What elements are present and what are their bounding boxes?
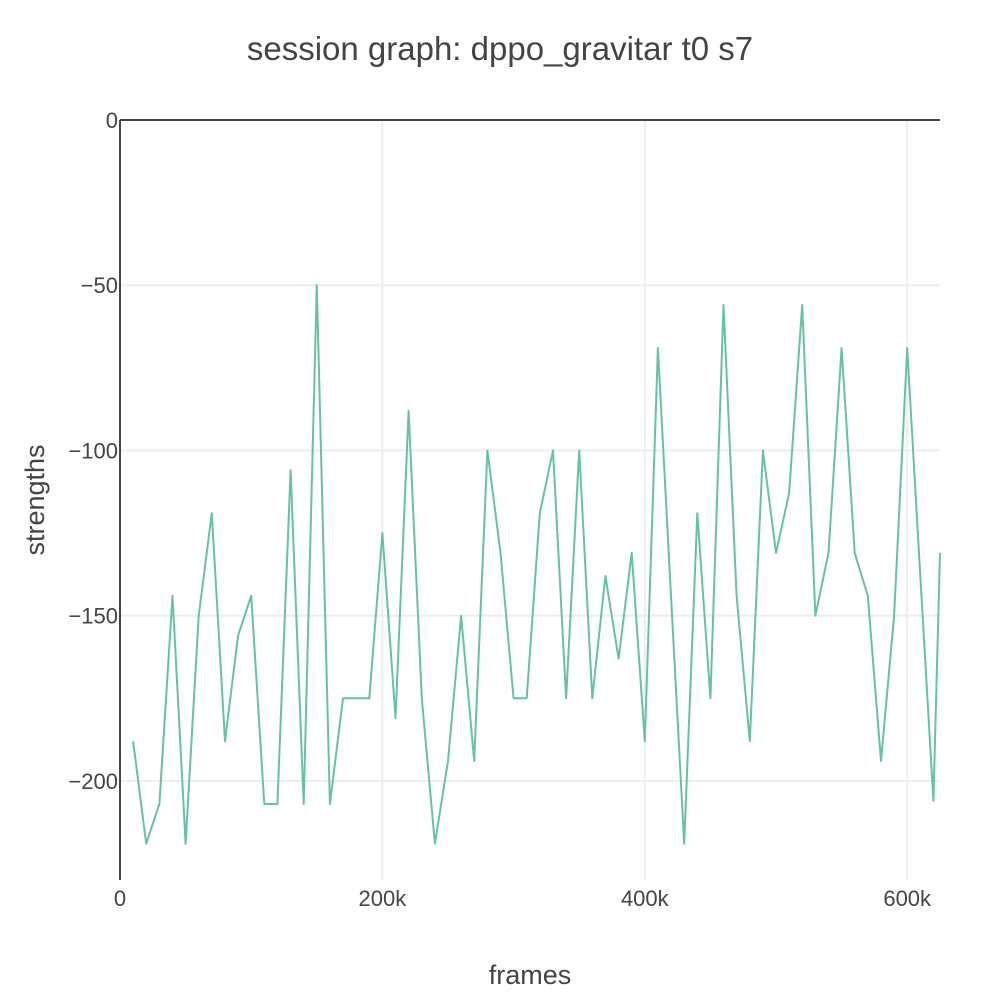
- grid-layer: [120, 120, 940, 880]
- y-tick-label: −150: [68, 604, 118, 629]
- x-axis-title: frames: [489, 960, 572, 990]
- x-tick-label: 200k: [359, 886, 408, 911]
- x-tick-label: 0: [114, 886, 126, 911]
- y-tick-label: −200: [68, 769, 118, 794]
- axis-layer: [119, 119, 940, 880]
- y-tick-label: 0: [106, 108, 118, 133]
- series-layer: [132, 284, 941, 845]
- y-tick-label: −100: [68, 438, 118, 463]
- y-tick-label: −50: [81, 273, 118, 298]
- tick-layer: 0 200k 400k 600k 0 −50 −100 −150 −200: [68, 108, 932, 911]
- chart-title: session graph: dppo_gravitar t0 s7: [247, 30, 753, 67]
- x-tick-label: 600k: [883, 886, 932, 911]
- x-tick-label: 400k: [621, 886, 670, 911]
- y-axis-title: strengths: [20, 444, 50, 555]
- series-line: [132, 284, 941, 845]
